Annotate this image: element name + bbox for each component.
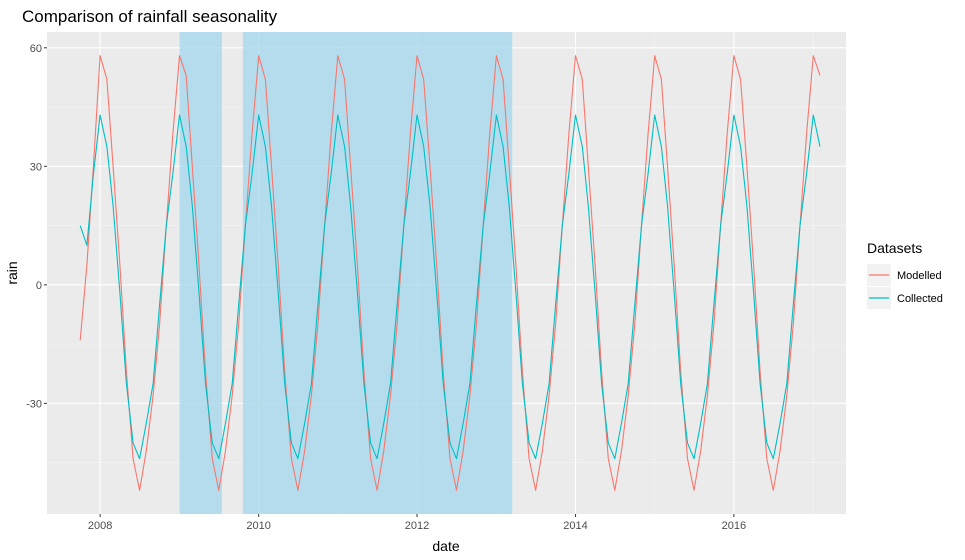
y-axis: 60 30 0 -30 (26, 43, 47, 410)
y-axis-title: rain (4, 261, 20, 284)
y-tick-label: 60 (30, 43, 42, 55)
y-tick-label: 0 (36, 280, 42, 292)
highlight-periods (179, 32, 513, 514)
highlight-band (179, 32, 222, 514)
legend-item-collected: Collected (867, 287, 943, 309)
legend-label-collected: Collected (897, 293, 943, 305)
legend-title: Datasets (867, 240, 922, 256)
legend-item-modelled: Modelled (867, 264, 942, 286)
x-tick-label: 2008 (88, 520, 112, 532)
y-tick-label: -30 (26, 398, 42, 410)
legend-label-modelled: Modelled (897, 270, 942, 282)
series-lines (79, 55, 821, 491)
highlight-band (242, 32, 513, 514)
chart-title: Comparison of rainfall seasonality (22, 7, 278, 26)
x-tick-label: 2012 (405, 520, 429, 532)
x-tick-label: 2010 (246, 520, 270, 532)
x-tick-label: 2014 (563, 520, 587, 532)
x-axis-title: date (432, 538, 459, 554)
x-axis: 2008 2010 2012 2014 2016 (88, 514, 746, 532)
x-tick-label: 2016 (722, 520, 746, 532)
y-tick-label: 30 (30, 161, 42, 173)
legend: Datasets Modelled Collected (867, 240, 943, 309)
series-line-collected (79, 114, 821, 460)
series-line-modelled (79, 55, 821, 491)
